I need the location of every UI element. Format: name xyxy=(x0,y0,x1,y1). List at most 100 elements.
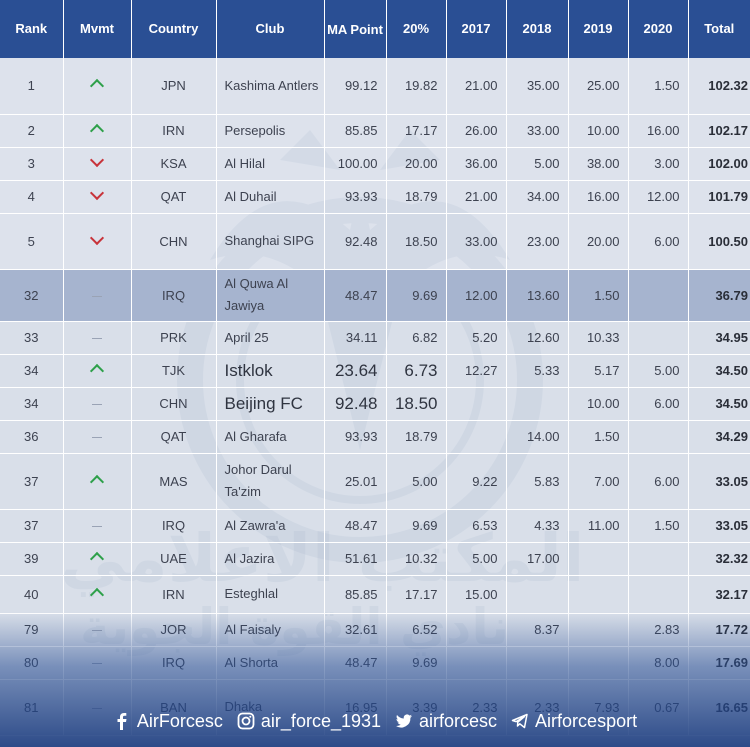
table-row: 80 IRQ Al Shorta 48.47 9.69 8.00 17.69 xyxy=(0,646,750,680)
row-ma-point: 85.85 xyxy=(324,114,387,148)
row-2019: 10.00 xyxy=(568,387,629,421)
header-20pct: 20% xyxy=(386,0,447,58)
row-2017: 21.00 xyxy=(446,58,507,115)
row-club: Al Quwa Al Jawiya xyxy=(216,269,325,322)
table-row: 3 KSA Al Hilal 100.00 20.00 36.00 5.00 38.00 3.0… xyxy=(0,147,750,181)
row-country: IRQ xyxy=(131,646,217,680)
social-footer: AirForcesc air_force_1931 airforcesc Air… xyxy=(0,706,750,736)
row-2018: 13.60 xyxy=(506,269,569,322)
header-country: Country xyxy=(131,0,217,58)
dash-icon xyxy=(92,437,102,439)
social-twitter[interactable]: airforcesc xyxy=(395,711,497,732)
row-rank: 37 xyxy=(0,453,64,510)
row-2020: 3.00 xyxy=(628,147,689,181)
row-total: 34.50 xyxy=(688,354,750,388)
row-mvmt xyxy=(63,213,132,270)
table-row: 39 UAE Al Jazira 51.61 10.32 5.00 17.00 32.32 xyxy=(0,542,750,576)
row-mvmt xyxy=(63,646,132,680)
row-2020 xyxy=(628,420,689,454)
row-2017 xyxy=(446,646,507,680)
dash-icon xyxy=(92,295,102,297)
arrow-up-icon xyxy=(89,551,105,567)
row-mvmt xyxy=(63,147,132,181)
row-country: TJK xyxy=(131,354,217,388)
row-country: UAE xyxy=(131,542,217,576)
row-2020: 5.00 xyxy=(628,354,689,388)
table-row: 32 IRQ Al Quwa Al Jawiya 48.47 9.69 12.00 13.6… xyxy=(0,269,750,322)
dash-icon xyxy=(92,404,102,406)
table-row: 36 QAT Al Gharafa 93.93 18.79 14.00 1.50 34.29 xyxy=(0,420,750,454)
header-ma-point: MA Point xyxy=(324,0,387,58)
row-rank: 3 xyxy=(0,147,64,181)
row-country: KSA xyxy=(131,147,217,181)
row-club: Al Gharafa xyxy=(216,420,325,454)
row-20pct: 6.52 xyxy=(386,613,447,647)
row-ma-point: 32.61 xyxy=(324,613,387,647)
row-2020: 1.50 xyxy=(628,58,689,115)
row-rank: 34 xyxy=(0,354,64,388)
row-2020: 6.00 xyxy=(628,213,689,270)
row-2019: 11.00 xyxy=(568,509,629,543)
row-20pct: 6.73 xyxy=(386,354,447,388)
row-rank: 4 xyxy=(0,180,64,214)
header-2017: 2017 xyxy=(446,0,507,58)
social-telegram[interactable]: Airforcesport xyxy=(511,711,637,732)
row-mvmt xyxy=(63,321,132,355)
row-country: IRN xyxy=(131,114,217,148)
row-country: JOR xyxy=(131,613,217,647)
row-2019: 20.00 xyxy=(568,213,629,270)
row-club: Al Faisaly xyxy=(216,613,325,647)
row-club: Beijing FC xyxy=(216,387,325,421)
header-2018: 2018 xyxy=(506,0,569,58)
row-total: 102.32 xyxy=(688,58,750,115)
row-rank: 32 xyxy=(0,269,64,322)
row-mvmt xyxy=(63,114,132,148)
row-mvmt xyxy=(63,542,132,576)
header-2020: 2020 xyxy=(628,0,689,58)
facebook-icon xyxy=(117,713,127,730)
row-20pct: 18.50 xyxy=(386,387,447,421)
row-2017: 12.27 xyxy=(446,354,507,388)
row-20pct: 17.17 xyxy=(386,114,447,148)
row-2019: 10.00 xyxy=(568,114,629,148)
row-2020: 12.00 xyxy=(628,180,689,214)
row-2019 xyxy=(568,613,629,647)
table-row: 34 TJK Istklok 23.64 6.73 12.27 5.33 5.17 5.00 34… xyxy=(0,354,750,388)
row-2017 xyxy=(446,613,507,647)
row-ma-point: 92.48 xyxy=(324,213,387,270)
table-row: 40 IRN Esteghlal 85.85 17.17 15.00 32.17 xyxy=(0,575,750,614)
arrow-up-icon xyxy=(89,363,105,379)
social-instagram[interactable]: air_force_1931 xyxy=(237,711,381,732)
table-row: 4 QAT Al Duhail 93.93 18.79 21.00 34.00 16.00 12… xyxy=(0,180,750,214)
row-20pct: 9.69 xyxy=(386,269,447,322)
row-club: Al Duhail xyxy=(216,180,325,214)
row-country: CHN xyxy=(131,387,217,421)
table-row: 2 IRN Persepolis 85.85 17.17 26.00 33.00 10.00 1… xyxy=(0,114,750,148)
row-2019: 16.00 xyxy=(568,180,629,214)
row-total: 34.95 xyxy=(688,321,750,355)
row-rank: 1 xyxy=(0,58,64,115)
row-rank: 40 xyxy=(0,575,64,614)
row-rank: 33 xyxy=(0,321,64,355)
row-20pct: 6.82 xyxy=(386,321,447,355)
row-2019: 7.00 xyxy=(568,453,629,510)
telegram-handle: Airforcesport xyxy=(535,710,638,731)
dash-icon xyxy=(92,338,102,340)
row-2018: 14.00 xyxy=(506,420,569,454)
social-facebook[interactable]: AirForcesc xyxy=(113,711,223,732)
row-2019 xyxy=(568,542,629,576)
row-rank: 34 xyxy=(0,387,64,421)
table-row: 79 JOR Al Faisaly 32.61 6.52 8.37 2.83 17.72 xyxy=(0,613,750,647)
row-2018: 8.37 xyxy=(506,613,569,647)
table-row: 5 CHN Shanghai SIPG 92.48 18.50 33.00 23.00 20.… xyxy=(0,213,750,270)
row-club: Al Hilal xyxy=(216,147,325,181)
row-2020 xyxy=(628,575,689,614)
row-2017: 5.20 xyxy=(446,321,507,355)
row-2017: 12.00 xyxy=(446,269,507,322)
row-total: 101.79 xyxy=(688,180,750,214)
row-2017: 9.22 xyxy=(446,453,507,510)
row-ma-point: 93.93 xyxy=(324,180,387,214)
twitter-icon xyxy=(396,714,413,728)
row-ma-point: 51.61 xyxy=(324,542,387,576)
